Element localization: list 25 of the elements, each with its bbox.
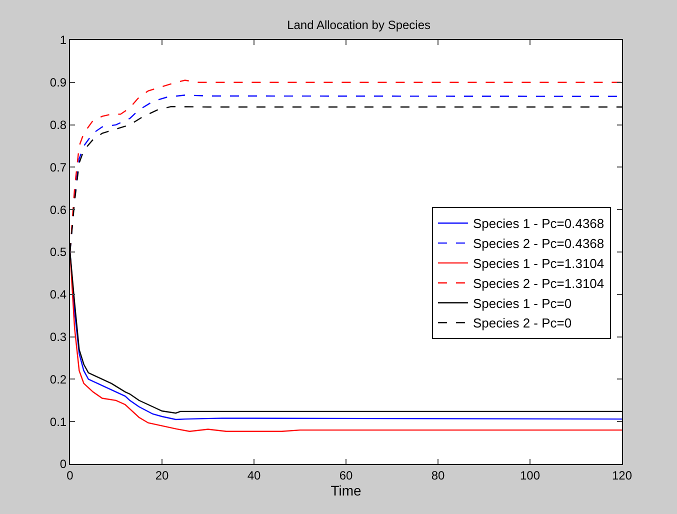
legend-label: Species 2 - Pc=0 — [472, 316, 572, 331]
y-tick-label: 0.4 — [50, 288, 67, 302]
y-tick-label: 0.6 — [50, 202, 67, 217]
x-tick-label: 120 — [612, 468, 632, 482]
legend-label: Species 1 - Pc=1.3104 — [472, 256, 604, 272]
y-tick-label: 0.8 — [50, 118, 67, 132]
x-tick-label: 60 — [339, 468, 353, 482]
y-tick-label: 0.7 — [50, 160, 67, 174]
x-tick-label: 40 — [247, 468, 261, 482]
x-tick-label: 100 — [520, 468, 540, 482]
y-tick-label: 0.1 — [50, 414, 67, 429]
x-axis-title: Time — [330, 482, 362, 498]
legend-label: Species 2 - Pc=1.3104 — [472, 276, 604, 291]
legend-label: Species 1 - Pc=0.4368 — [472, 216, 604, 232]
legend-label: Species 1 - Pc=0 — [472, 296, 572, 311]
y-tick-label: 0.5 — [50, 245, 67, 260]
y-tick-label: 0 — [60, 457, 67, 472]
x-tick-label: 20 — [155, 468, 169, 482]
y-tick-label: 0.3 — [50, 330, 67, 344]
y-tick-label: 0.9 — [50, 76, 67, 90]
y-tick-label: 1 — [60, 33, 67, 48]
legend-label: Species 2 - Pc=0.4368 — [472, 236, 604, 252]
x-tick-label: 80 — [431, 468, 445, 482]
chart-title: Land Allocation by Species — [287, 18, 431, 32]
y-tick-label: 0.2 — [50, 372, 67, 386]
